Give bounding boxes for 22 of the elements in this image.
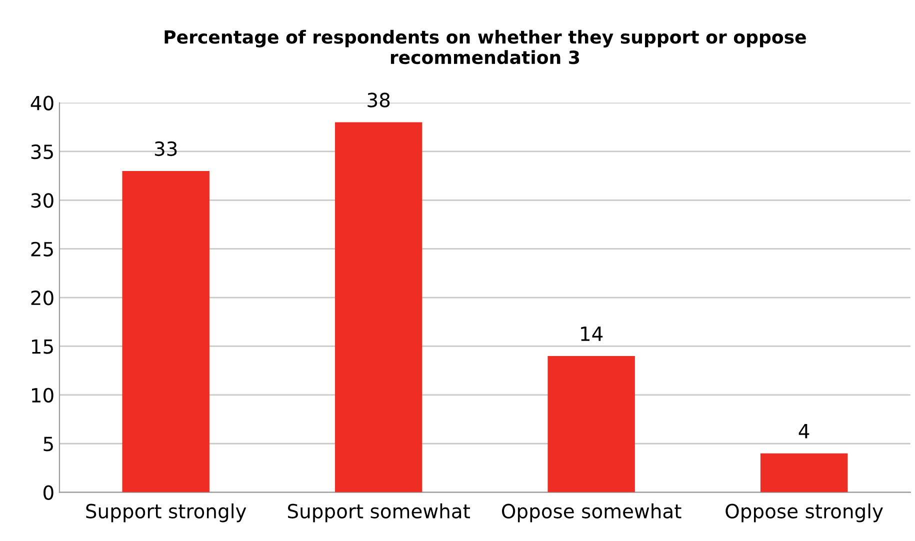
y-tick-label: 35 — [31, 144, 53, 160]
x-tick-label: Support somewhat — [288, 503, 470, 522]
data-label: 33 — [154, 141, 177, 156]
x-tick-label: Oppose somewhat — [502, 503, 682, 522]
data-label: 38 — [368, 92, 390, 108]
x-tick-label: Oppose strongly — [726, 503, 883, 522]
y-tick-label: 40 — [30, 96, 54, 110]
data-label: 14 — [581, 326, 603, 341]
bar — [548, 356, 635, 492]
y-tick-label: 10 — [32, 388, 54, 403]
y-tick-label: 5 — [44, 436, 53, 452]
bar — [334, 122, 422, 492]
chart-title: Percentage of respondents on whether they support or oppose recommendation 3 — [164, 30, 806, 64]
y-tick-label: 0 — [44, 485, 54, 500]
y-tick-label: 25 — [31, 242, 53, 257]
y-tick-label: 15 — [32, 339, 53, 354]
bar — [122, 170, 210, 492]
x-tick-label: Support strongly — [86, 503, 246, 522]
data-label: 4 — [798, 424, 810, 438]
y-tick-label: 30 — [31, 193, 54, 208]
y-tick-label: 20 — [31, 290, 54, 306]
bar — [760, 453, 848, 492]
